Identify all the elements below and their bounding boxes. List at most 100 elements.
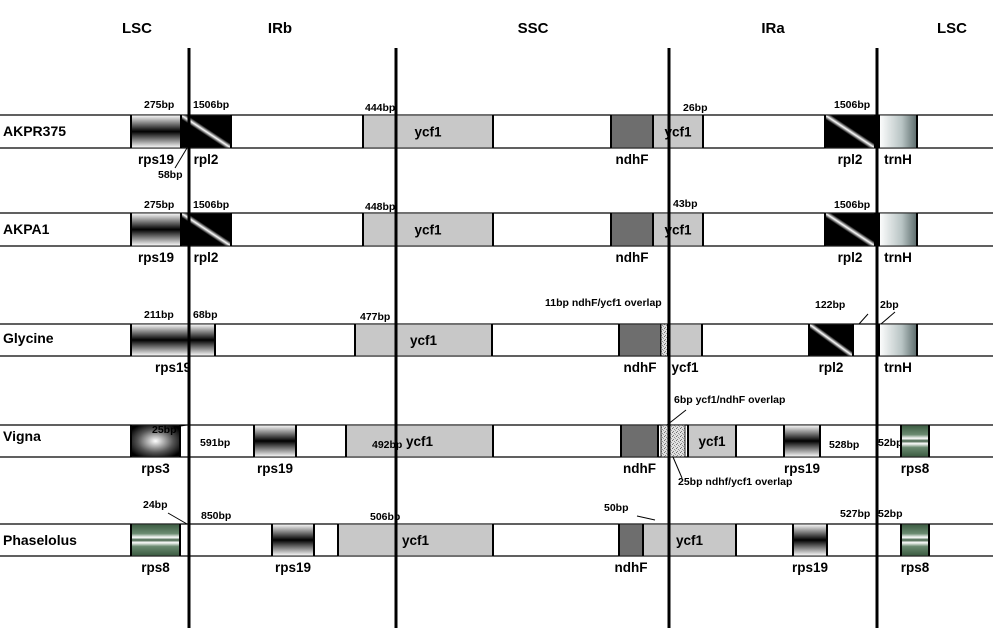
gene-block-ycf1 [687, 424, 737, 458]
gene-label: ycf1 [671, 360, 699, 375]
gene-label: ycf1 [698, 434, 726, 449]
gene-block-rps8 [900, 523, 930, 557]
gene-label: rps8 [901, 461, 930, 476]
region-label-irb: IRb [268, 20, 292, 37]
bp-label: 26bp [683, 102, 708, 114]
gene-label: ycf1 [664, 125, 692, 140]
gene-block-ycf1 [667, 323, 703, 357]
species-row-glycine: Glycine rps19 ycf1 ndhF ycf1 rpl2 trnH 211bp 68b… [0, 297, 993, 375]
bp-label: 68bp [193, 309, 218, 321]
bp-pointer-line [173, 424, 188, 428]
gene-block-ndhF [610, 114, 654, 149]
bp-label: 25bp [152, 424, 177, 436]
bp-label: 1506bp [193, 99, 229, 111]
species-label: Vigna [3, 428, 41, 444]
gene-block-rps3 [130, 424, 181, 458]
gene-label: ycf1 [676, 533, 704, 548]
gene-label: trnH [884, 360, 912, 375]
species-label: AKPA1 [3, 221, 50, 237]
gene-block-rpl2 [808, 323, 854, 357]
bp-label: 528bp [829, 439, 859, 451]
bp-pointer-line [174, 147, 188, 169]
gene-label: rps19 [792, 560, 828, 575]
gene-label: rpl2 [838, 152, 863, 167]
bp-label: 24bp [143, 499, 168, 511]
gene-block-rps19 [783, 424, 821, 458]
gene-block-ndhF [618, 323, 662, 357]
bp-label: 275bp [144, 99, 174, 111]
gene-block-ndhF [618, 523, 644, 557]
bp-label: 52bp [878, 508, 903, 520]
gene-label: ndhF [615, 560, 648, 575]
species-label: AKPR375 [3, 123, 66, 139]
bp-pointer-line [858, 313, 869, 325]
bp-label: 43bp [673, 198, 698, 210]
bp-label: 275bp [144, 199, 174, 211]
bp-pointer-line [672, 456, 683, 479]
gene-block-trnH [878, 212, 918, 247]
bp-label: 444bp [365, 102, 395, 114]
gene-label: rps19 [257, 461, 293, 476]
gene-block-ycf1 [642, 523, 737, 557]
bp-label: 506bp [370, 511, 400, 523]
bp-pointer-line [636, 515, 656, 521]
gene-label: rps19 [138, 250, 174, 265]
bp-pointer-line [167, 512, 188, 525]
gene-block-ycf1 [337, 523, 494, 557]
gene-block-trnH [878, 114, 918, 149]
region-label-ira: IRa [761, 20, 785, 37]
gene-label: rpl2 [194, 152, 219, 167]
gene-label: rps8 [901, 560, 930, 575]
bp-label: 850bp [201, 510, 231, 522]
gene-label: rps3 [141, 461, 170, 476]
region-label-ssc: SSC [518, 20, 549, 37]
gene-label: ycf1 [406, 434, 434, 449]
gene-block-rps19 [792, 523, 828, 557]
bp-label: 52bp [878, 437, 903, 449]
gene-block-ycf1 [362, 212, 494, 247]
gene-block-overlap [660, 424, 686, 458]
gene-label: rps19 [784, 461, 820, 476]
bp-label: 591bp [200, 437, 230, 449]
region-label-lsc-right: LSC [937, 20, 967, 37]
gene-label: ycf1 [402, 533, 430, 548]
gene-label: ndhF [616, 152, 649, 167]
gene-block-rps19 [130, 114, 182, 149]
species-row-phaselolus: Phaselolus rps8 rps19 ycf1 ndhF ycf1 rps19 rps8… [0, 499, 993, 575]
gene-block-ndhF [620, 424, 659, 458]
gene-block-rps8 [130, 523, 181, 557]
bp-label: 122bp [815, 299, 845, 311]
gene-block-ycf1 [652, 212, 704, 247]
gene-label: rps8 [141, 560, 170, 575]
bp-label: 448bp [365, 201, 395, 213]
region-label-lsc-left: LSC [122, 20, 152, 37]
gene-block-rpl2 [824, 212, 876, 247]
gene-label: rps19 [155, 360, 191, 375]
gene-label: rpl2 [194, 250, 219, 265]
species-row-vigna: Vigna rps3 rps19 ycf1 ndhF ycf1 rps19 rps8 25bp 5… [0, 394, 993, 488]
gene-block-rps19 [130, 323, 216, 357]
gene-label: ycf1 [414, 223, 442, 238]
bp-label: 6bp ycf1/ndhF overlap [674, 394, 785, 406]
bp-label: 477bp [360, 311, 390, 323]
bp-label: 211bp [144, 309, 174, 321]
bp-label: 527bp [840, 508, 870, 520]
gene-label: ycf1 [414, 125, 442, 140]
species-row-akpa1: AKPA1 rps19 rpl2 ycf1 ndhF ycf1 rpl2 trnH 275bp 1… [0, 198, 993, 265]
gene-block-rps8 [900, 424, 930, 458]
bp-label: 25bp ndhf/ycf1 overlap [678, 476, 792, 488]
gene-label: trnH [884, 250, 912, 265]
gene-label: rps19 [138, 152, 174, 167]
species-label: Glycine [3, 330, 54, 346]
gene-label: ndhF [624, 360, 657, 375]
gene-block-overlap [660, 323, 669, 357]
bp-label: 50bp [604, 502, 629, 514]
gene-label: rpl2 [819, 360, 844, 375]
gene-block-rpl2 [824, 114, 876, 149]
gene-label: rps19 [275, 560, 311, 575]
gene-block-trnH [878, 323, 918, 357]
bp-label: 1506bp [834, 199, 870, 211]
species-row-akpr375: AKPR375 rps19 rpl2 ycf1 ndhF ycf1 rpl2 trnH 275b… [0, 99, 993, 181]
gene-label: ndhF [616, 250, 649, 265]
